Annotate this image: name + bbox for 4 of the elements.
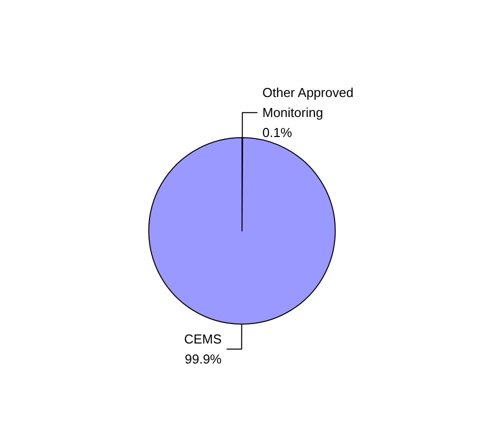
slice-label: CEMS <box>184 332 222 347</box>
data-label: 0.1% <box>262 125 292 140</box>
data-label: 99.9% <box>184 352 222 367</box>
slice-label: Other Approved Monitoring <box>262 85 358 120</box>
